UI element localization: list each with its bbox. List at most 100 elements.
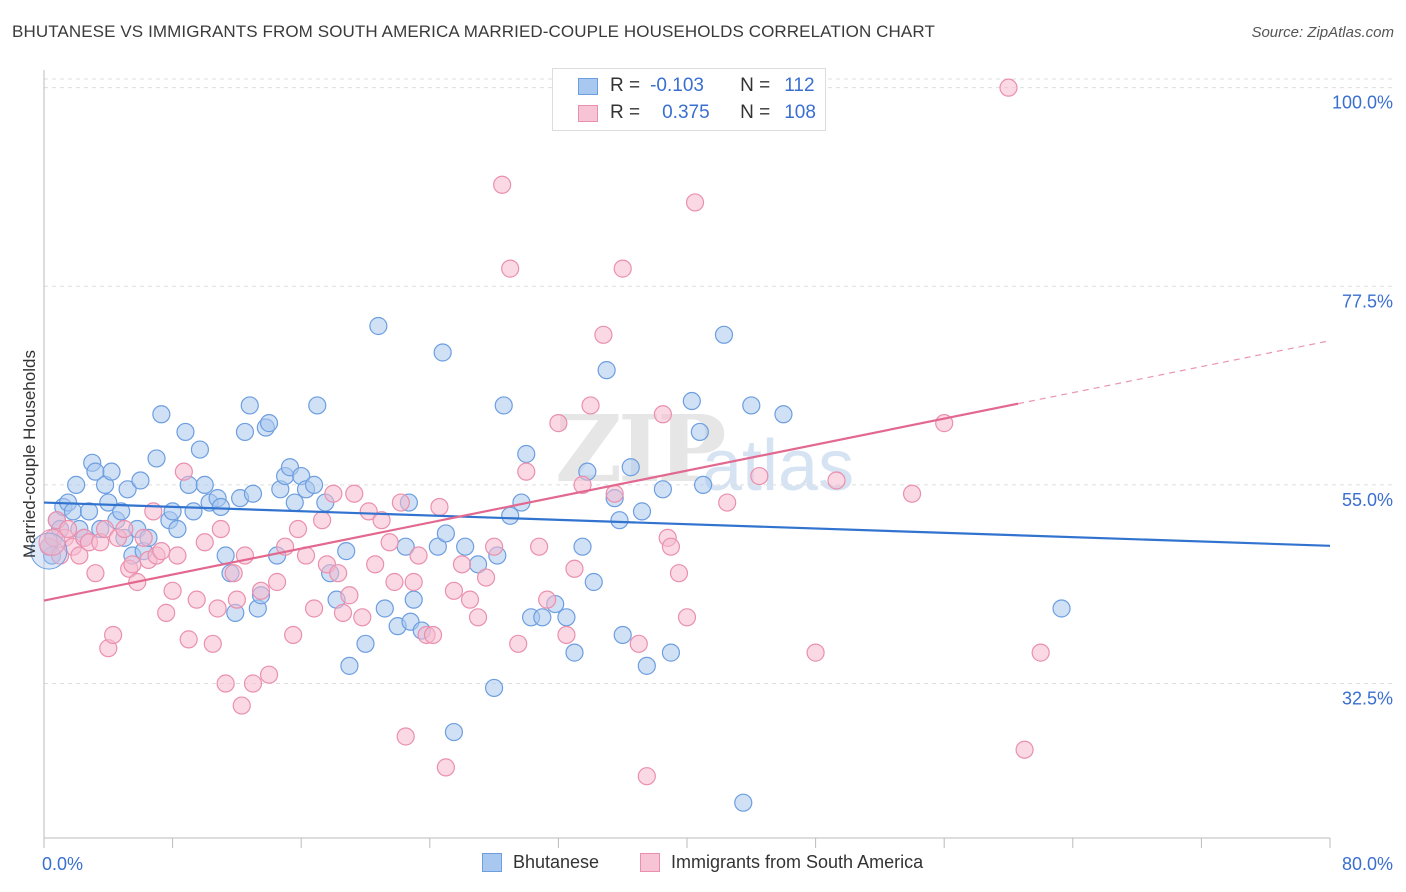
point-bhutanese	[584, 572, 603, 592]
point-bhutanese	[485, 678, 504, 698]
y-tick-label: 100.0%	[1332, 93, 1393, 113]
point-immigrants	[573, 475, 592, 494]
point-immigrants	[288, 519, 308, 539]
point-bhutanese	[79, 502, 99, 521]
point-bhutanese	[195, 475, 214, 494]
point-bhutanese	[433, 343, 452, 362]
point-immigrants	[685, 193, 705, 212]
legend-n-label: N =	[740, 102, 771, 123]
legend-row-immigrants: R = 0.375 N = 108	[553, 100, 816, 126]
point-bhutanese	[494, 396, 513, 415]
point-immigrants	[509, 634, 528, 653]
point-bhutanese	[714, 325, 734, 344]
point-immigrants	[404, 572, 423, 592]
point-bhutanese	[557, 608, 576, 627]
legend-item-immigrants[interactable]: Immigrants from South America	[640, 852, 923, 873]
point-bhutanese	[444, 722, 464, 742]
point-immigrants	[95, 519, 115, 539]
point-bhutanese	[147, 449, 166, 468]
point-cluster-immigrants	[38, 528, 66, 556]
point-immigrants	[86, 564, 105, 583]
point-immigrants	[211, 519, 230, 539]
point-immigrants	[251, 581, 271, 600]
point-immigrants	[1015, 740, 1034, 759]
point-bhutanese	[613, 625, 632, 645]
chart-title: BHUTANESE VS IMMIGRANTS FROM SOUTH AMERI…	[12, 22, 935, 41]
legend-item-bhutanese[interactable]: Bhutanese	[482, 852, 599, 873]
point-immigrants	[385, 572, 404, 592]
point-bhutanese	[404, 590, 423, 609]
grid-lines	[44, 78, 1392, 685]
point-bhutanese	[573, 537, 592, 556]
point-immigrants	[460, 590, 480, 609]
point-immigrants	[637, 767, 656, 786]
point-bhutanese	[99, 493, 118, 512]
point-immigrants	[179, 630, 198, 649]
point-immigrants	[224, 564, 243, 583]
point-immigrants	[123, 555, 142, 574]
point-bhutanese	[369, 316, 388, 336]
point-bhutanese	[152, 405, 171, 424]
point-immigrants	[1031, 643, 1050, 662]
point-immigrants	[104, 625, 123, 645]
legend-swatch-blue	[578, 77, 598, 95]
point-bhutanese	[742, 396, 761, 415]
point-immigrants	[195, 533, 214, 552]
point-immigrants	[557, 625, 576, 645]
legend-n-label: N =	[740, 75, 771, 96]
x-tick-label: 0.0%	[42, 854, 83, 874]
legend-swatch-pink	[578, 104, 598, 122]
legend-label-bhutanese: Bhutanese	[513, 852, 600, 872]
point-immigrants	[444, 581, 464, 600]
legend-n-value: 108	[784, 102, 816, 123]
point-immigrants	[359, 502, 378, 521]
point-immigrants	[157, 603, 176, 622]
point-immigrants	[259, 665, 279, 684]
point-immigrants	[436, 758, 455, 777]
point-bhutanese	[63, 502, 83, 521]
point-bhutanese	[356, 634, 375, 653]
trend-line-immigrants	[43, 402, 1019, 602]
point-immigrants	[594, 325, 613, 344]
point-immigrants	[115, 519, 134, 539]
trend-line-bhutanese	[43, 501, 1331, 547]
point-bhutanese	[102, 462, 121, 481]
legend-r-value: -0.103	[650, 75, 704, 96]
point-bhutanese	[637, 656, 656, 675]
point-immigrants	[493, 175, 512, 194]
legend-swatch-pink	[640, 853, 660, 872]
point-immigrants	[174, 462, 193, 481]
point-bhutanese	[690, 422, 709, 442]
point-bhutanese	[632, 502, 652, 521]
y-tick-label: 32.5%	[1342, 689, 1393, 709]
point-immigrants	[284, 625, 303, 645]
point-immigrants	[232, 696, 251, 715]
point-immigrants	[476, 568, 496, 587]
watermark-atlas: atlas	[702, 426, 855, 506]
point-bhutanese	[184, 502, 203, 521]
point-bhutanese	[337, 542, 356, 561]
point-immigrants	[549, 414, 568, 433]
point-immigrants	[216, 674, 235, 693]
point-immigrants	[750, 466, 769, 486]
point-immigrants	[152, 542, 171, 561]
point-immigrants	[134, 528, 153, 547]
point-immigrants	[168, 546, 187, 565]
point-immigrants	[243, 674, 263, 693]
source-label: Source: ZipAtlas.com	[1251, 24, 1394, 41]
point-bhutanese	[693, 475, 713, 494]
trend-lines	[43, 340, 1331, 602]
point-immigrants	[329, 564, 348, 583]
point-immigrants	[530, 537, 549, 556]
point-bhutanese	[428, 537, 447, 556]
point-immigrants	[718, 493, 737, 512]
point-bhutanese	[163, 502, 182, 521]
point-bhutanese	[774, 405, 793, 424]
point-bhutanese	[176, 422, 195, 442]
legend-label-immigrants: Immigrants from South America	[671, 852, 924, 872]
point-immigrants	[661, 537, 681, 556]
point-immigrants	[452, 555, 472, 574]
legend-r-label: R =	[610, 75, 641, 96]
point-immigrants	[59, 519, 78, 539]
point-immigrants	[653, 405, 672, 424]
